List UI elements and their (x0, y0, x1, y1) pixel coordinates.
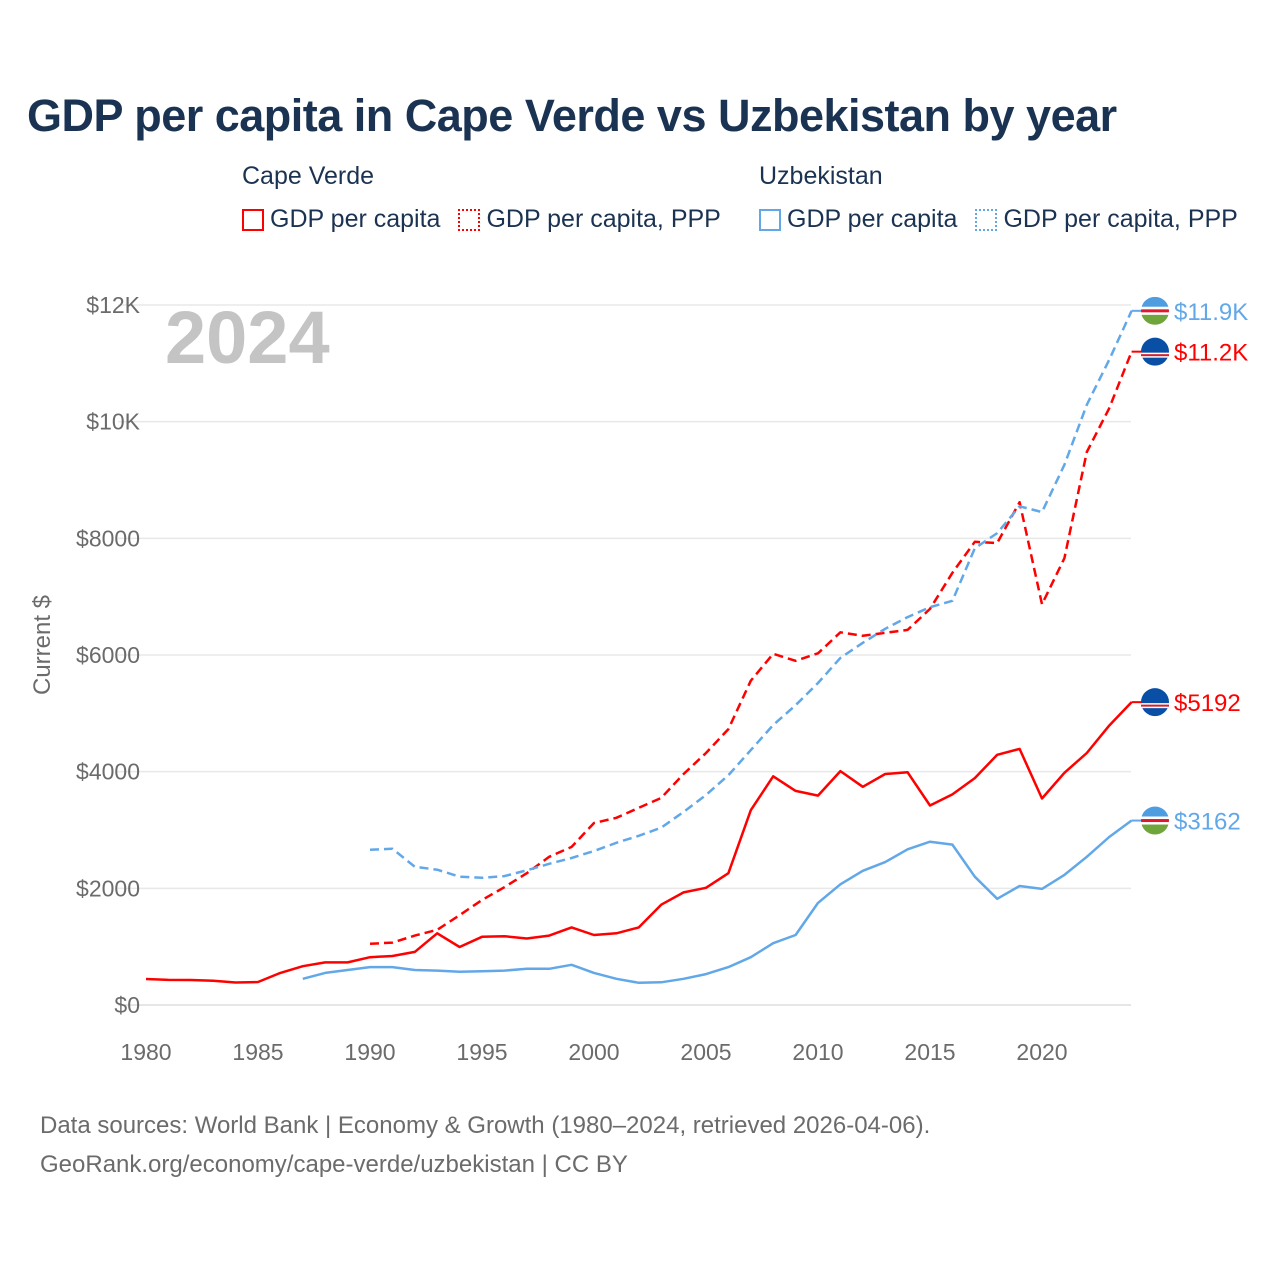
uzbekistan-flag-icon (1141, 296, 1169, 325)
x-tick-label: 1990 (344, 1039, 395, 1065)
legend-label: GDP per capita (787, 205, 958, 233)
legend-item-cv-gdp[interactable]: GDP per capita (242, 205, 440, 234)
x-tick-label: 2000 (568, 1039, 619, 1065)
series-line-2 (302, 819, 1133, 985)
x-tick-label: 1980 (120, 1039, 171, 1065)
end-value-label: $3162 (1174, 809, 1241, 836)
swatch-icon (975, 208, 998, 231)
swatch-icon (759, 208, 781, 231)
y-axis-label: Current $ (29, 595, 56, 695)
x-tick-label: 2005 (680, 1039, 731, 1065)
legend-item-cv-ppp[interactable]: GDP per capita, PPP (458, 205, 721, 234)
legend-item-uz-ppp[interactable]: GDP per capita, PPP (975, 205, 1238, 234)
legend-label: GDP per capita, PPP (1003, 205, 1238, 233)
legend-title: Cape Verde (242, 162, 375, 190)
series-line-1 (369, 351, 1133, 946)
y-tick-label: $4000 (76, 759, 140, 785)
cape-verde-flag-icon (1141, 688, 1169, 717)
footer: Data sources: World Bank | Economy & Gro… (40, 1106, 930, 1184)
end-value-label: $11.2K (1174, 340, 1248, 367)
end-value-label: $11.9K (1174, 299, 1248, 326)
uzbekistan-flag-icon (1141, 806, 1169, 835)
swatch-icon (242, 208, 264, 231)
cape-verde-flag-icon (1141, 337, 1169, 366)
y-tick-label: $12K (86, 292, 140, 318)
swatch-icon (458, 208, 481, 231)
x-tick-label: 2015 (904, 1039, 955, 1065)
x-tick-label: 1995 (456, 1039, 507, 1065)
series-line-0 (145, 701, 1133, 984)
data-sources: Data sources: World Bank | Economy & Gro… (40, 1112, 931, 1139)
y-tick-label: $10K (86, 409, 140, 435)
y-tick-label: $2000 (76, 875, 140, 901)
x-tick-label: 2020 (1016, 1039, 1067, 1065)
series-line-3 (369, 310, 1133, 880)
source-link[interactable]: GeoRank.org/economy/cape-verde/uzbekista… (40, 1151, 628, 1178)
x-tick-label: 2010 (792, 1039, 843, 1065)
x-tick-label: 1985 (232, 1039, 283, 1065)
y-tick-label: $0 (114, 992, 140, 1018)
legend-group-uzbekistan: Uzbekistan GDP per capita GDP per capita… (759, 162, 1238, 234)
legend-title: Uzbekistan (759, 162, 883, 190)
y-tick-label: $8000 (76, 525, 140, 551)
end-value-label: $5192 (1174, 690, 1241, 717)
legend-group-cape-verde: Cape Verde GDP per capita GDP per capita… (242, 162, 721, 234)
year-label: 2024 (165, 296, 330, 379)
y-tick-label: $6000 (76, 642, 140, 668)
legend-label: GDP per capita, PPP (486, 205, 721, 233)
chart-title: GDP per capita in Cape Verde vs Uzbekist… (27, 90, 1117, 141)
legend-item-uz-gdp[interactable]: GDP per capita (759, 205, 957, 234)
legend-label: GDP per capita (270, 205, 441, 233)
